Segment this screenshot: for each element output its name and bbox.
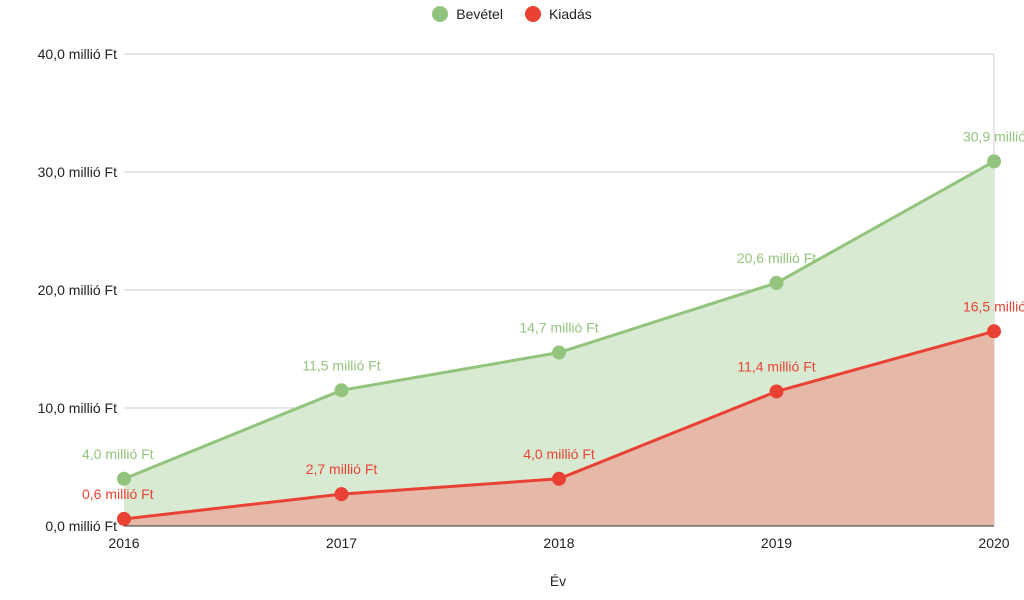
point-bevetel [987, 154, 1001, 169]
point-bevetel [117, 471, 131, 486]
legend-marker-kiadas [524, 6, 541, 22]
legend-item-bevetel[interactable]: Bevétel [432, 6, 503, 22]
axis-layer: 0,0 millió Ft 10,0 millió Ft 20,0 millió F… [38, 46, 1010, 551]
data-label-bevetel: 20,6 millió Ft [737, 250, 816, 266]
x-tick-label: 2019 [761, 535, 792, 551]
legend-marker-bevetel [432, 6, 449, 22]
legend-label-bevetel: Bevétel [456, 6, 503, 22]
data-label-kiadas: 16,5 millió [963, 298, 1024, 314]
area-layer [124, 161, 994, 526]
label-layer: 4,0 millió Ft 11,5 millió Ft 14,7 millió F… [82, 128, 1024, 502]
data-label-kiadas: 2,7 millió Ft [306, 461, 378, 477]
legend-label-kiadas: Kiadás [548, 6, 592, 22]
point-kiadas [987, 324, 1001, 339]
y-tick-label: 20,0 millió Ft [38, 282, 117, 298]
point-bevetel [334, 383, 349, 398]
point-bevetel [769, 275, 784, 290]
x-tick-label: 2018 [543, 535, 574, 551]
area-kiadas [124, 331, 994, 526]
data-label-bevetel: 11,5 millió Ft [302, 357, 380, 373]
x-tick-label: 2016 [108, 535, 139, 551]
data-label-bevetel: 4,0 millió Ft [82, 446, 154, 462]
y-tick-label: 30,0 millió Ft [38, 164, 117, 180]
x-axis-title: Év [550, 573, 566, 589]
point-kiadas [334, 487, 349, 502]
point-kiadas [769, 384, 784, 399]
data-label-bevetel: 30,9 millió [963, 128, 1024, 144]
data-label-bevetel: 14,7 millió Ft [519, 320, 598, 336]
chart-legend: Bevétel Kiadás [0, 6, 1024, 22]
legend-item-kiadas[interactable]: Kiadás [524, 6, 592, 22]
data-label-kiadas: 4,0 millió Ft [523, 446, 595, 462]
x-tick-label: 2017 [326, 535, 357, 551]
data-label-kiadas: 11,4 millió Ft [737, 358, 815, 374]
point-layer [117, 154, 1001, 526]
point-kiadas [552, 471, 566, 486]
y-tick-label: 0,0 millió Ft [45, 518, 117, 534]
point-bevetel [552, 345, 566, 360]
x-tick-label: 2020 [978, 535, 1009, 551]
y-tick-label: 40,0 millió Ft [38, 46, 117, 62]
data-label-kiadas: 0,6 millió Ft [82, 486, 154, 502]
y-tick-label: 10,0 millió Ft [38, 400, 117, 416]
point-kiadas [117, 511, 131, 526]
